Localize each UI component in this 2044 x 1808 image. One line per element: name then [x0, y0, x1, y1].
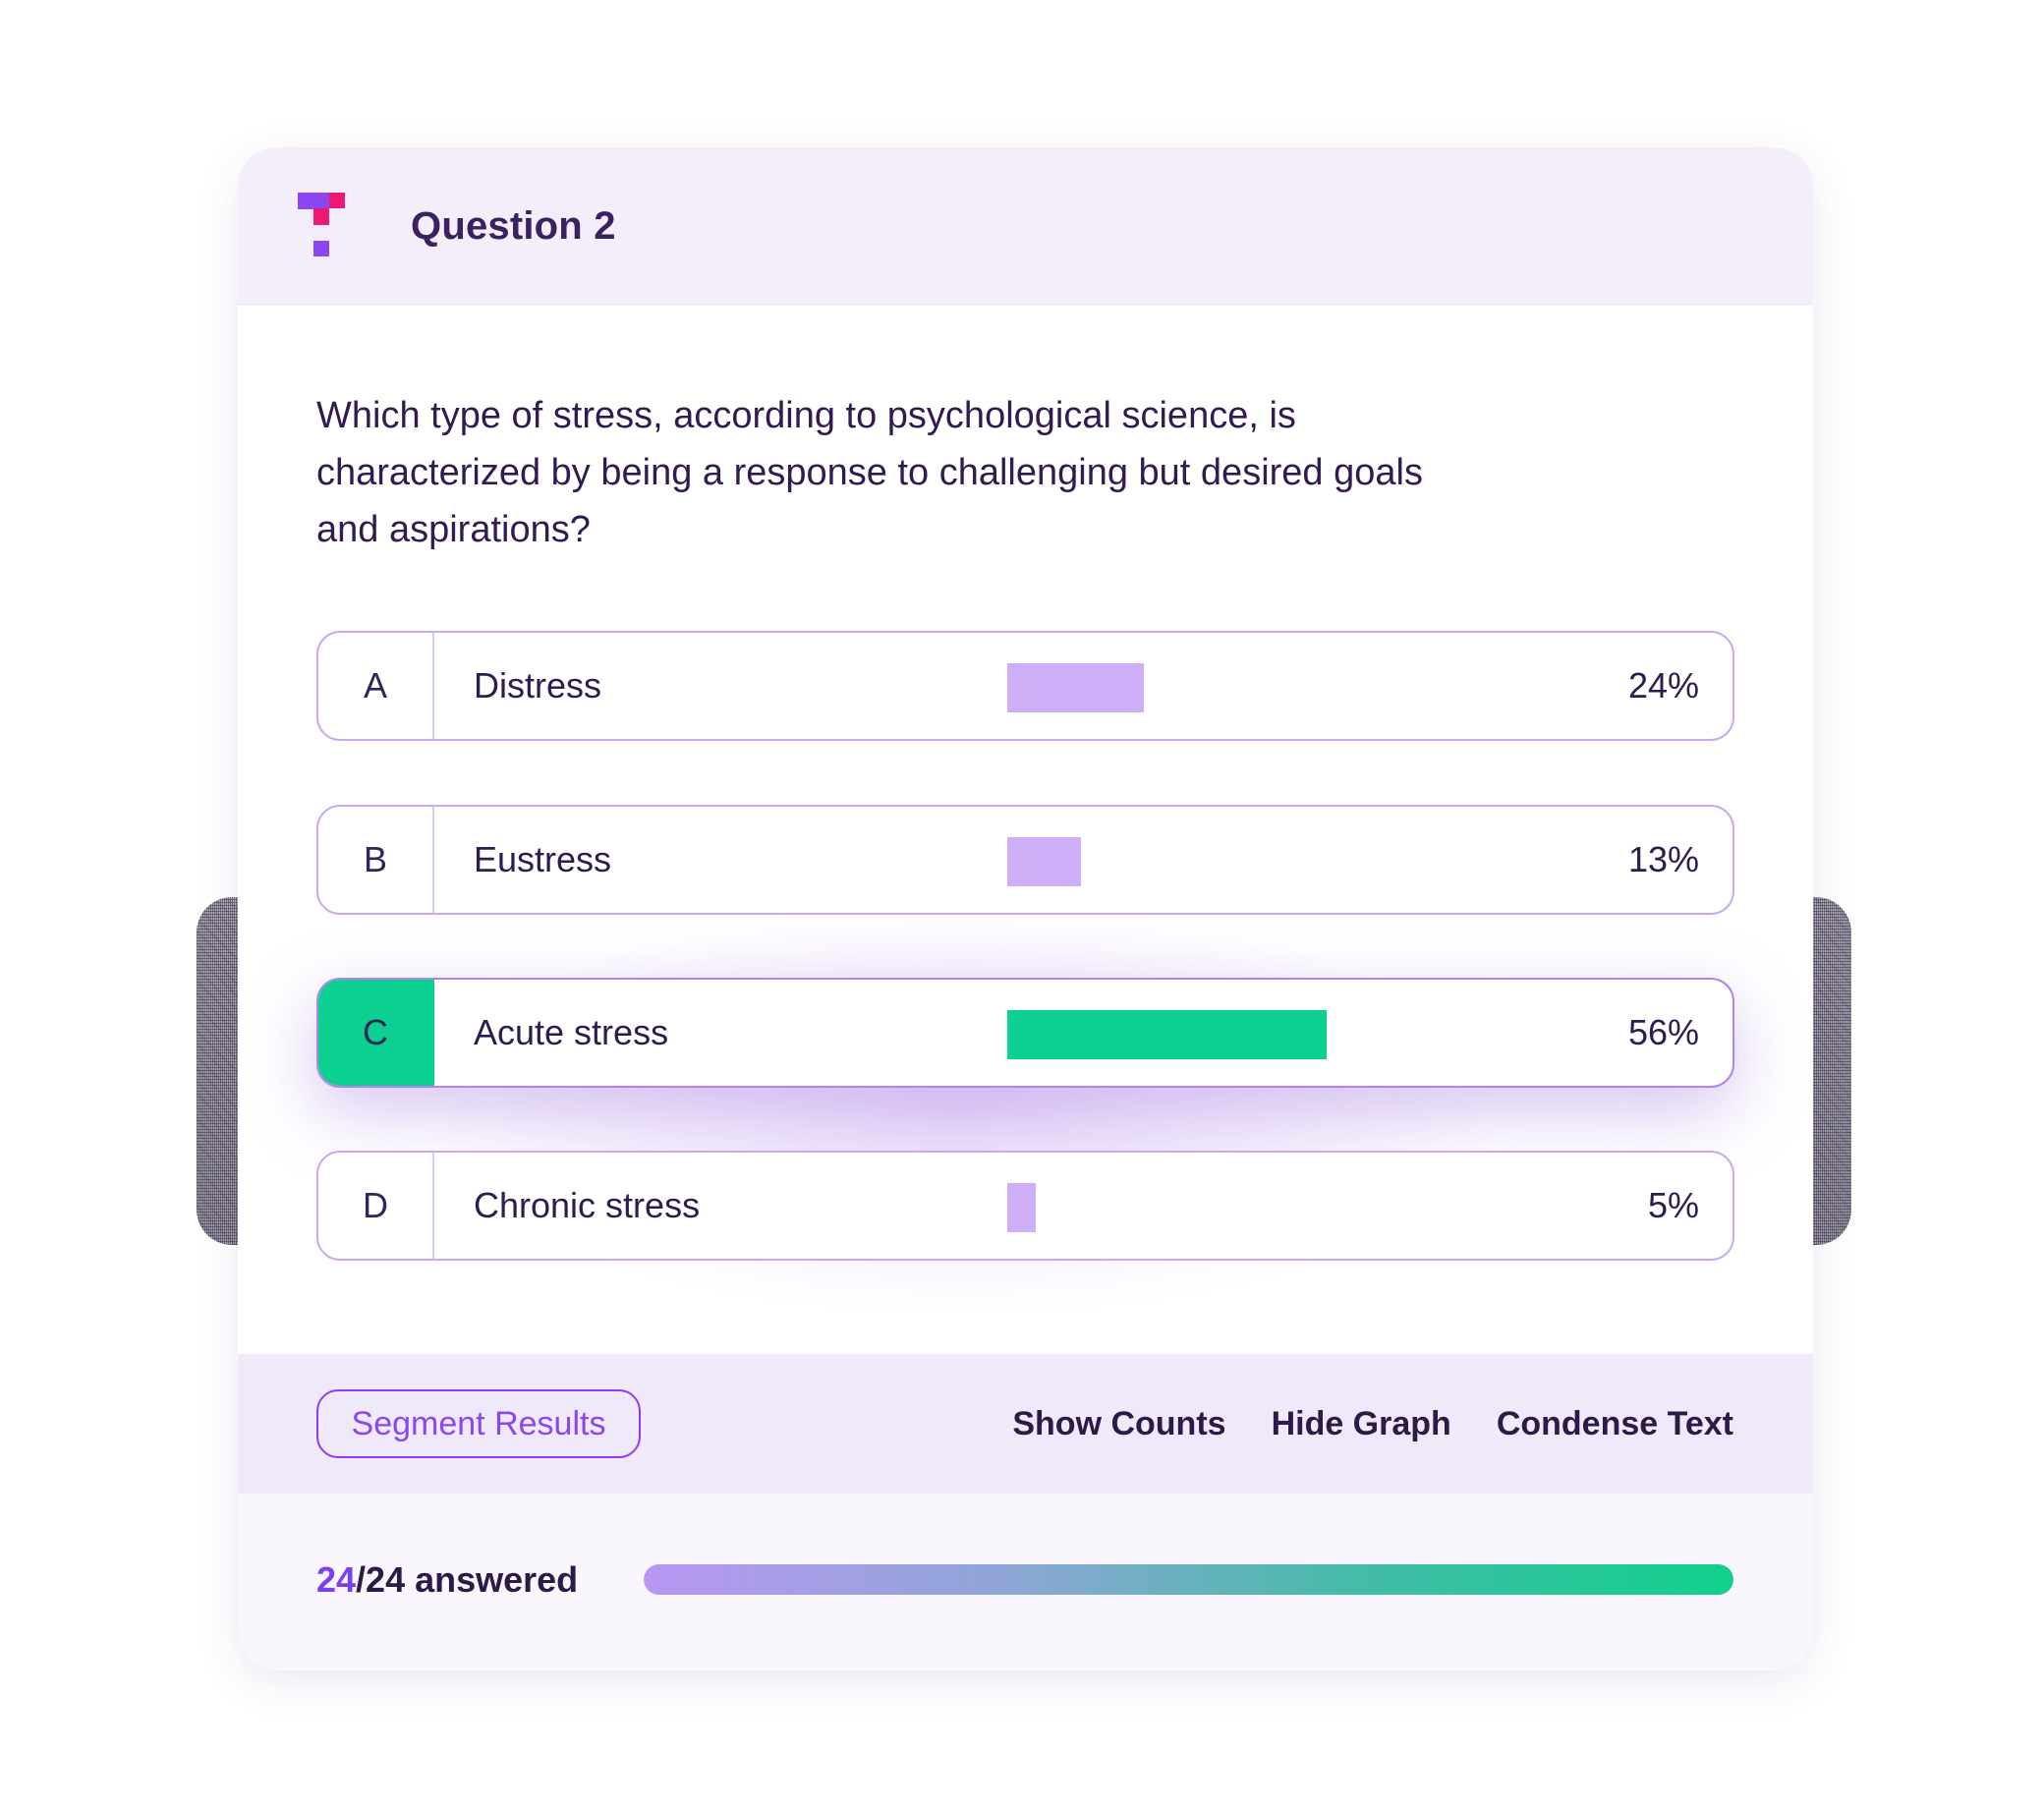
answer-letter: C	[318, 980, 434, 1086]
answer-letter: D	[318, 1153, 434, 1259]
answer-row-a[interactable]: A Distress 24%	[316, 631, 1734, 741]
question-text: Which type of stress, according to psych…	[316, 395, 1423, 550]
page-title: Question 2	[411, 204, 616, 248]
answer-body: Eustress 13%	[434, 807, 1732, 913]
results-toolbar: Segment Results Show Counts Hide Graph C…	[238, 1354, 1813, 1494]
toolbar-links: Show Counts Hide Graph Condense Text	[1012, 1405, 1733, 1443]
answer-label: Distress	[474, 665, 602, 706]
card-header: Question 2	[238, 147, 1813, 306]
answer-percent: 5%	[1647, 1185, 1699, 1225]
condense-text-button[interactable]: Condense Text	[1496, 1404, 1733, 1442]
result-bar	[1007, 1183, 1036, 1232]
logo-block	[298, 193, 329, 209]
answer-row-c[interactable]: C Acute stress 56%	[316, 978, 1734, 1088]
logo-block	[313, 241, 329, 256]
progress-bar	[644, 1564, 1733, 1595]
result-bar	[1007, 663, 1144, 712]
answered-count-label: /24 answered	[356, 1558, 579, 1600]
hide-graph-button[interactable]: Hide Graph	[1271, 1404, 1451, 1442]
answer-label: Eustress	[474, 839, 612, 879]
show-counts-button[interactable]: Show Counts	[1012, 1404, 1226, 1442]
progress-footer: 24/24 answered	[238, 1494, 1813, 1670]
answer-body: Distress 24%	[434, 633, 1732, 739]
answer-body: Chronic stress 5%	[434, 1153, 1732, 1259]
answered-count-value: 24	[316, 1558, 357, 1600]
result-bar	[1007, 837, 1081, 886]
result-bar	[1007, 1010, 1327, 1059]
logo-block	[329, 193, 345, 208]
answered-count: 24/24 answered	[316, 1494, 578, 1666]
answer-row-b[interactable]: B Eustress 13%	[316, 805, 1734, 915]
answer-row-d[interactable]: D Chronic stress 5%	[316, 1151, 1734, 1261]
logo-block	[313, 208, 329, 225]
segment-results-button[interactable]: Segment Results	[316, 1389, 641, 1458]
answer-label: Chronic stress	[474, 1185, 701, 1225]
answer-letter: A	[318, 633, 434, 739]
question-card: Question 2 Which type of stress, accordi…	[238, 147, 1813, 1670]
answer-label: Acute stress	[474, 1012, 669, 1052]
answer-body: Acute stress 56%	[434, 980, 1732, 1086]
answer-percent: 13%	[1627, 839, 1699, 879]
answer-letter: B	[318, 807, 434, 913]
answer-percent: 56%	[1627, 1012, 1699, 1052]
app-logo-icon	[298, 193, 345, 256]
answer-percent: 24%	[1627, 665, 1699, 706]
progress-bar-fill	[644, 1564, 1733, 1595]
